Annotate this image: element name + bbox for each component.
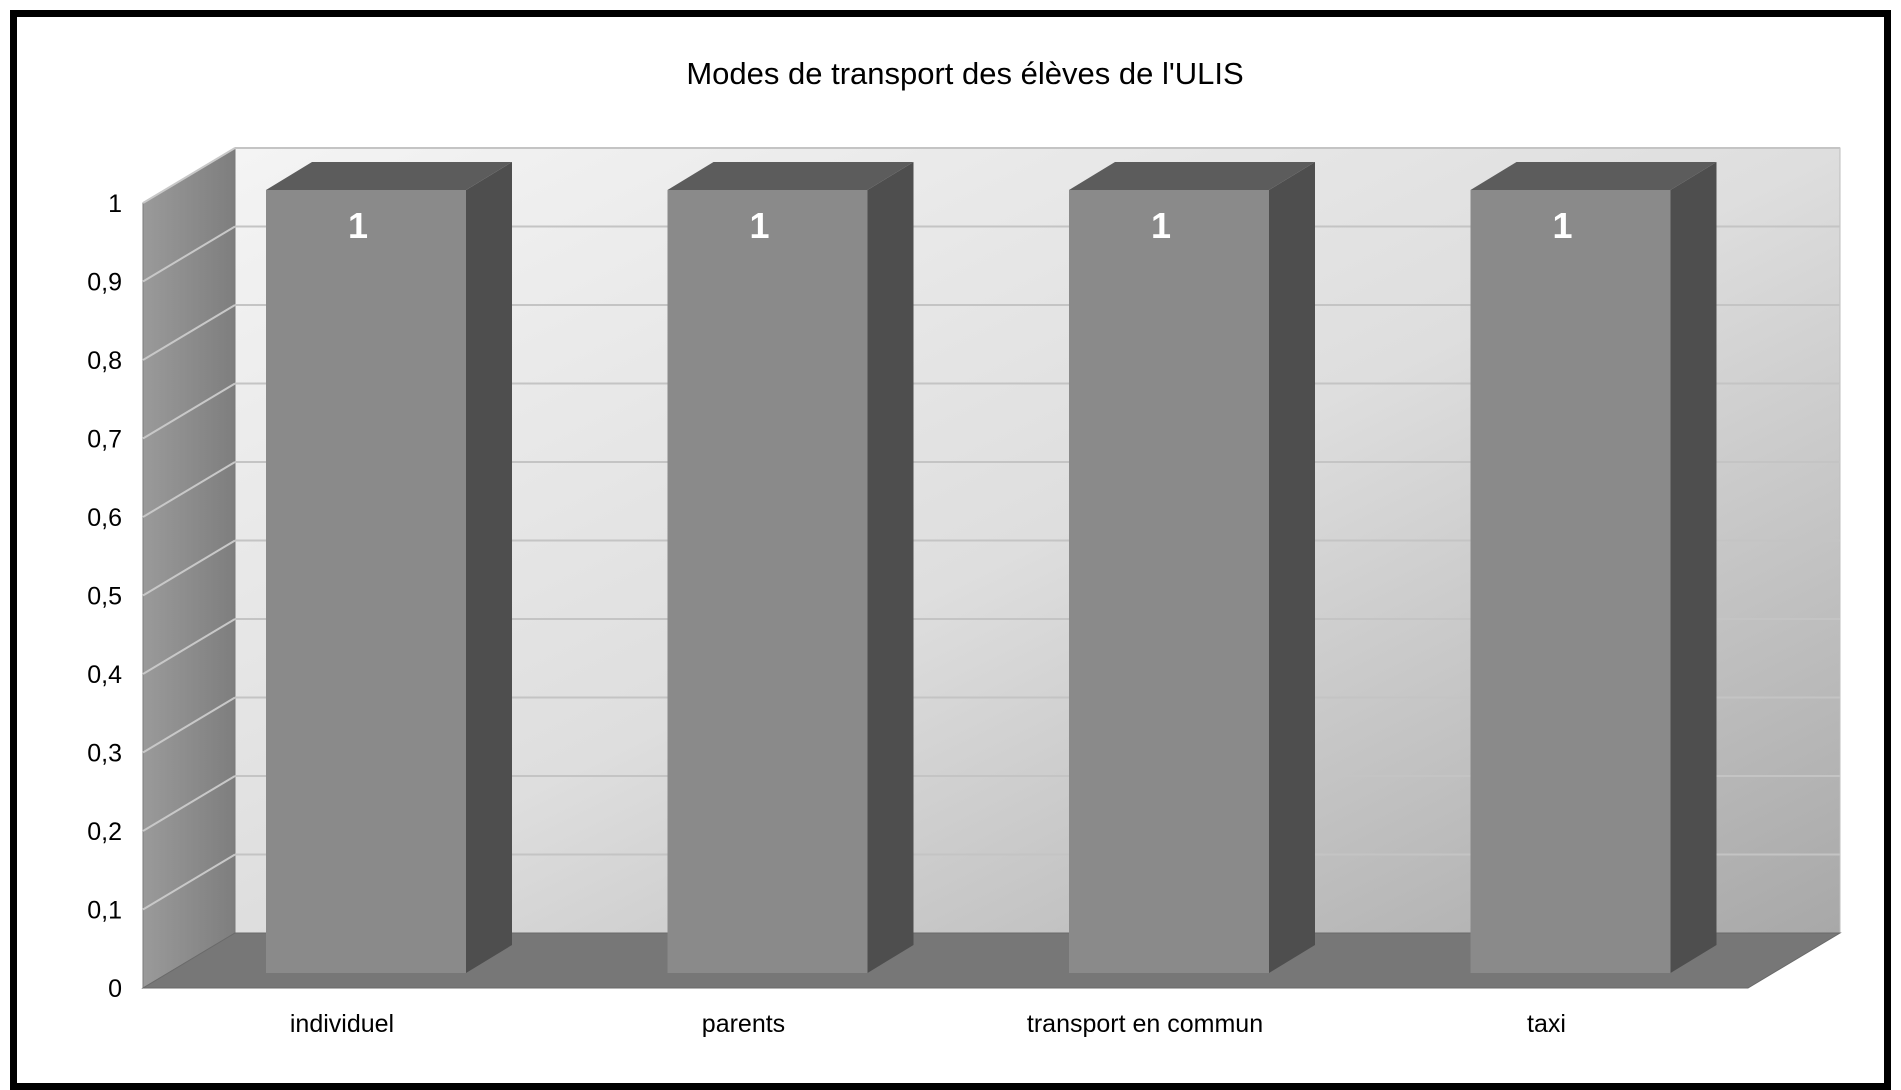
gridline-side (142, 147, 236, 204)
bar-side (1269, 162, 1315, 973)
bar-side (1670, 162, 1717, 973)
bar-top (1470, 162, 1717, 190)
chart-title: Modes de transport des élèves de l'ULIS (686, 56, 1243, 91)
bar-front (1470, 190, 1671, 973)
bar: 1 (667, 162, 914, 973)
x-category-label: transport en commun (1027, 1010, 1263, 1038)
x-category-label: individuel (290, 1010, 394, 1038)
gridline-side (142, 775, 236, 832)
bar-side (466, 162, 512, 973)
gridline-side (142, 461, 236, 518)
y-tick-label: 0,5 (87, 583, 122, 611)
bar: 1 (266, 162, 512, 973)
bar: 1 (1069, 162, 1315, 973)
y-tick-label: 1 (108, 190, 122, 218)
y-tick-label: 0,4 (87, 661, 122, 689)
y-tick-label: 0,7 (87, 426, 122, 454)
y-tick-label: 0,8 (87, 347, 122, 375)
bars: 1 1 1 1 (266, 162, 1717, 973)
y-tick-label: 0,9 (87, 269, 122, 297)
data-label: 1 (749, 205, 769, 246)
floor (141, 932, 1842, 989)
data-label: 1 (1552, 205, 1572, 246)
data-label: 1 (1151, 205, 1171, 246)
bar-front (266, 190, 466, 973)
y-tick-label: 0,6 (87, 504, 122, 532)
bar-front (667, 190, 868, 973)
bar-top (1069, 162, 1315, 190)
gridline-side (142, 304, 236, 361)
x-category-label: parents (702, 1010, 785, 1038)
y-tick-label: 0,2 (87, 818, 122, 846)
y-tick-label: 0 (108, 975, 122, 1003)
gridline-side (142, 696, 236, 754)
gridline-side (142, 618, 236, 675)
bar-side (867, 162, 914, 973)
gridline-side (142, 225, 236, 283)
gridline-side (142, 382, 236, 440)
bar-top (266, 162, 512, 190)
data-label: 1 (348, 205, 368, 246)
x-category-label: taxi (1527, 1010, 1566, 1038)
y-tick-label: 0,1 (87, 897, 122, 925)
x-axis-categories: individuel parents transport en commun taxi (290, 1010, 1566, 1038)
bar-top (667, 162, 914, 190)
gridline-side (142, 539, 236, 597)
y-tick-label: 0,3 (87, 740, 122, 768)
bar-front (1069, 190, 1269, 973)
y-axis-ticks: 0 0,1 0,2 0,3 0,4 0,5 0,6 0,7 0,8 0,9 1 (87, 190, 122, 1003)
gridline-side (142, 853, 236, 911)
bar: 1 (1470, 162, 1717, 973)
